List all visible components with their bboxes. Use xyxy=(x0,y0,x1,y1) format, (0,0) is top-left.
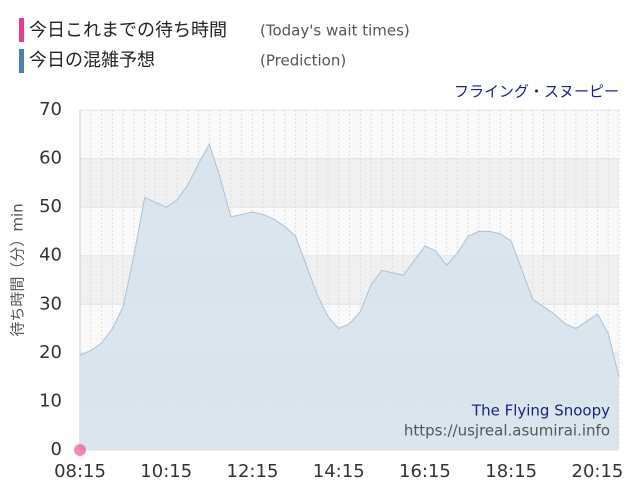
attraction-name: フライング・スヌーピー xyxy=(454,83,619,101)
watermark-url: https://usjreal.asumirai.info xyxy=(404,422,610,440)
legend-label: 今日の混雑予想 xyxy=(29,50,155,71)
x-tick-label: 08:15 xyxy=(54,461,106,482)
area xyxy=(80,144,619,450)
x-tick-label: 12:15 xyxy=(227,461,279,482)
area-line xyxy=(79,142,620,378)
legend-label: 今日これまでの待ち時間 xyxy=(29,20,227,41)
legend-swatch xyxy=(19,18,24,42)
y-tick-label: 50 xyxy=(39,196,62,217)
y-tick-label: 70 xyxy=(39,99,62,120)
x-tick-label: 20:15 xyxy=(572,461,624,482)
y-tick-label: 30 xyxy=(39,293,62,314)
legend-note: (Prediction) xyxy=(260,52,346,70)
x-tick-label: 18:15 xyxy=(485,461,537,482)
y-tick-label: 40 xyxy=(39,245,62,266)
watermark-name: The Flying Snoopy xyxy=(471,402,610,420)
y-tick-label: 0 xyxy=(51,439,62,460)
y-tick-label: 60 xyxy=(39,148,62,169)
legend-swatch xyxy=(19,49,24,73)
x-tick-label: 16:15 xyxy=(399,461,451,482)
x-tick-label: 10:15 xyxy=(140,461,192,482)
y-axis-label: 待ち時間（分）min xyxy=(9,203,27,336)
y-tick-label: 10 xyxy=(39,390,62,411)
y-tick-label: 20 xyxy=(39,342,62,363)
x-tick-label: 14:15 xyxy=(313,461,365,482)
point xyxy=(74,444,86,456)
legend-note: (Today's wait times) xyxy=(260,22,410,40)
